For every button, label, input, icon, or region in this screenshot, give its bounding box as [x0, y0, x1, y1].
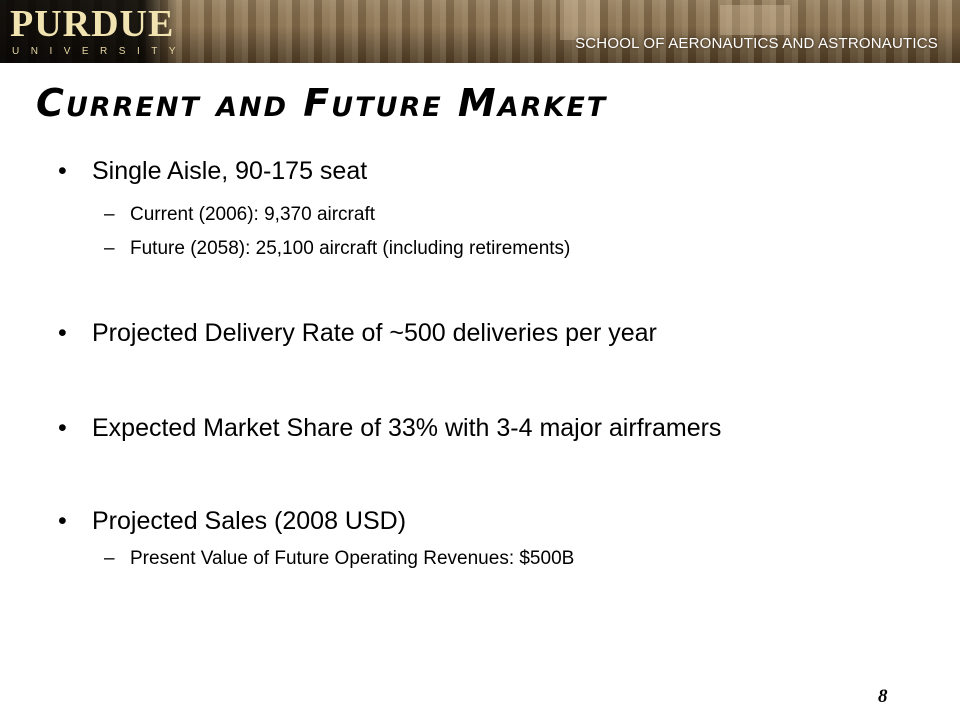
- sub-bullet-dash: –: [104, 548, 115, 569]
- header-banner: PURDUE UNIVERSITY SCHOOL OF AERONAUTICS …: [0, 0, 960, 63]
- bullet-text: Expected Market Share of 33% with 3-4 ma…: [92, 414, 722, 442]
- bullet-dot: •: [58, 157, 67, 185]
- bullet-item: • Projected Delivery Rate of ~500 deliver…: [58, 317, 657, 349]
- slide-title: Current and Future Market: [36, 81, 608, 125]
- sub-bullet-text: Present Value of Future Operating Revenu…: [130, 548, 575, 569]
- sub-bullet-item: – Future (2058): 25,100 aircraft (includi…: [104, 236, 570, 262]
- purdue-logo: PURDUE UNIVERSITY: [0, 0, 178, 63]
- sub-bullet-text: Future (2058): 25,100 aircraft (includin…: [130, 238, 571, 259]
- logo-wordmark: PURDUE: [10, 3, 175, 45]
- bullet-text: Single Aisle, 90-175 seat: [92, 157, 368, 185]
- bullet-item: • Expected Market Share of 33% with 3-4 m…: [58, 412, 721, 444]
- bullet-dot: •: [58, 319, 67, 347]
- sub-bullet-dash: –: [104, 204, 115, 225]
- campus-building: [560, 0, 600, 40]
- sub-bullet-item: – Present Value of Future Operating Reven…: [104, 546, 574, 572]
- campus-building: [720, 5, 790, 35]
- bullet-item: • Single Aisle, 90-175 seat: [58, 155, 367, 187]
- bullet-text: Projected Sales (2008 USD): [92, 507, 407, 535]
- logo-subtitle: UNIVERSITY: [12, 46, 188, 57]
- sub-bullet-dash: –: [104, 238, 115, 259]
- school-name: SCHOOL OF AERONAUTICS AND ASTRONAUTICS: [575, 35, 938, 52]
- bullet-dot: •: [58, 414, 67, 442]
- bullet-item: • Projected Sales (2008 USD): [58, 505, 406, 537]
- page-number: 8: [878, 686, 888, 707]
- sub-bullet-item: – Current (2006): 9,370 aircraft: [104, 202, 375, 228]
- bullet-text: Projected Delivery Rate of ~500 deliveri…: [92, 319, 657, 347]
- sub-bullet-text: Current (2006): 9,370 aircraft: [130, 204, 376, 225]
- bullet-dot: •: [58, 507, 67, 535]
